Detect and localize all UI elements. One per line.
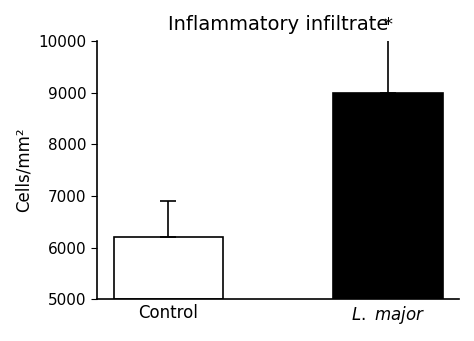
Y-axis label: Cells/mm²: Cells/mm² [15, 128, 33, 212]
Text: *: * [383, 16, 392, 34]
Title: Inflammatory infiltrate: Inflammatory infiltrate [168, 15, 388, 34]
Bar [114, 237, 223, 299]
Bar [333, 93, 443, 299]
